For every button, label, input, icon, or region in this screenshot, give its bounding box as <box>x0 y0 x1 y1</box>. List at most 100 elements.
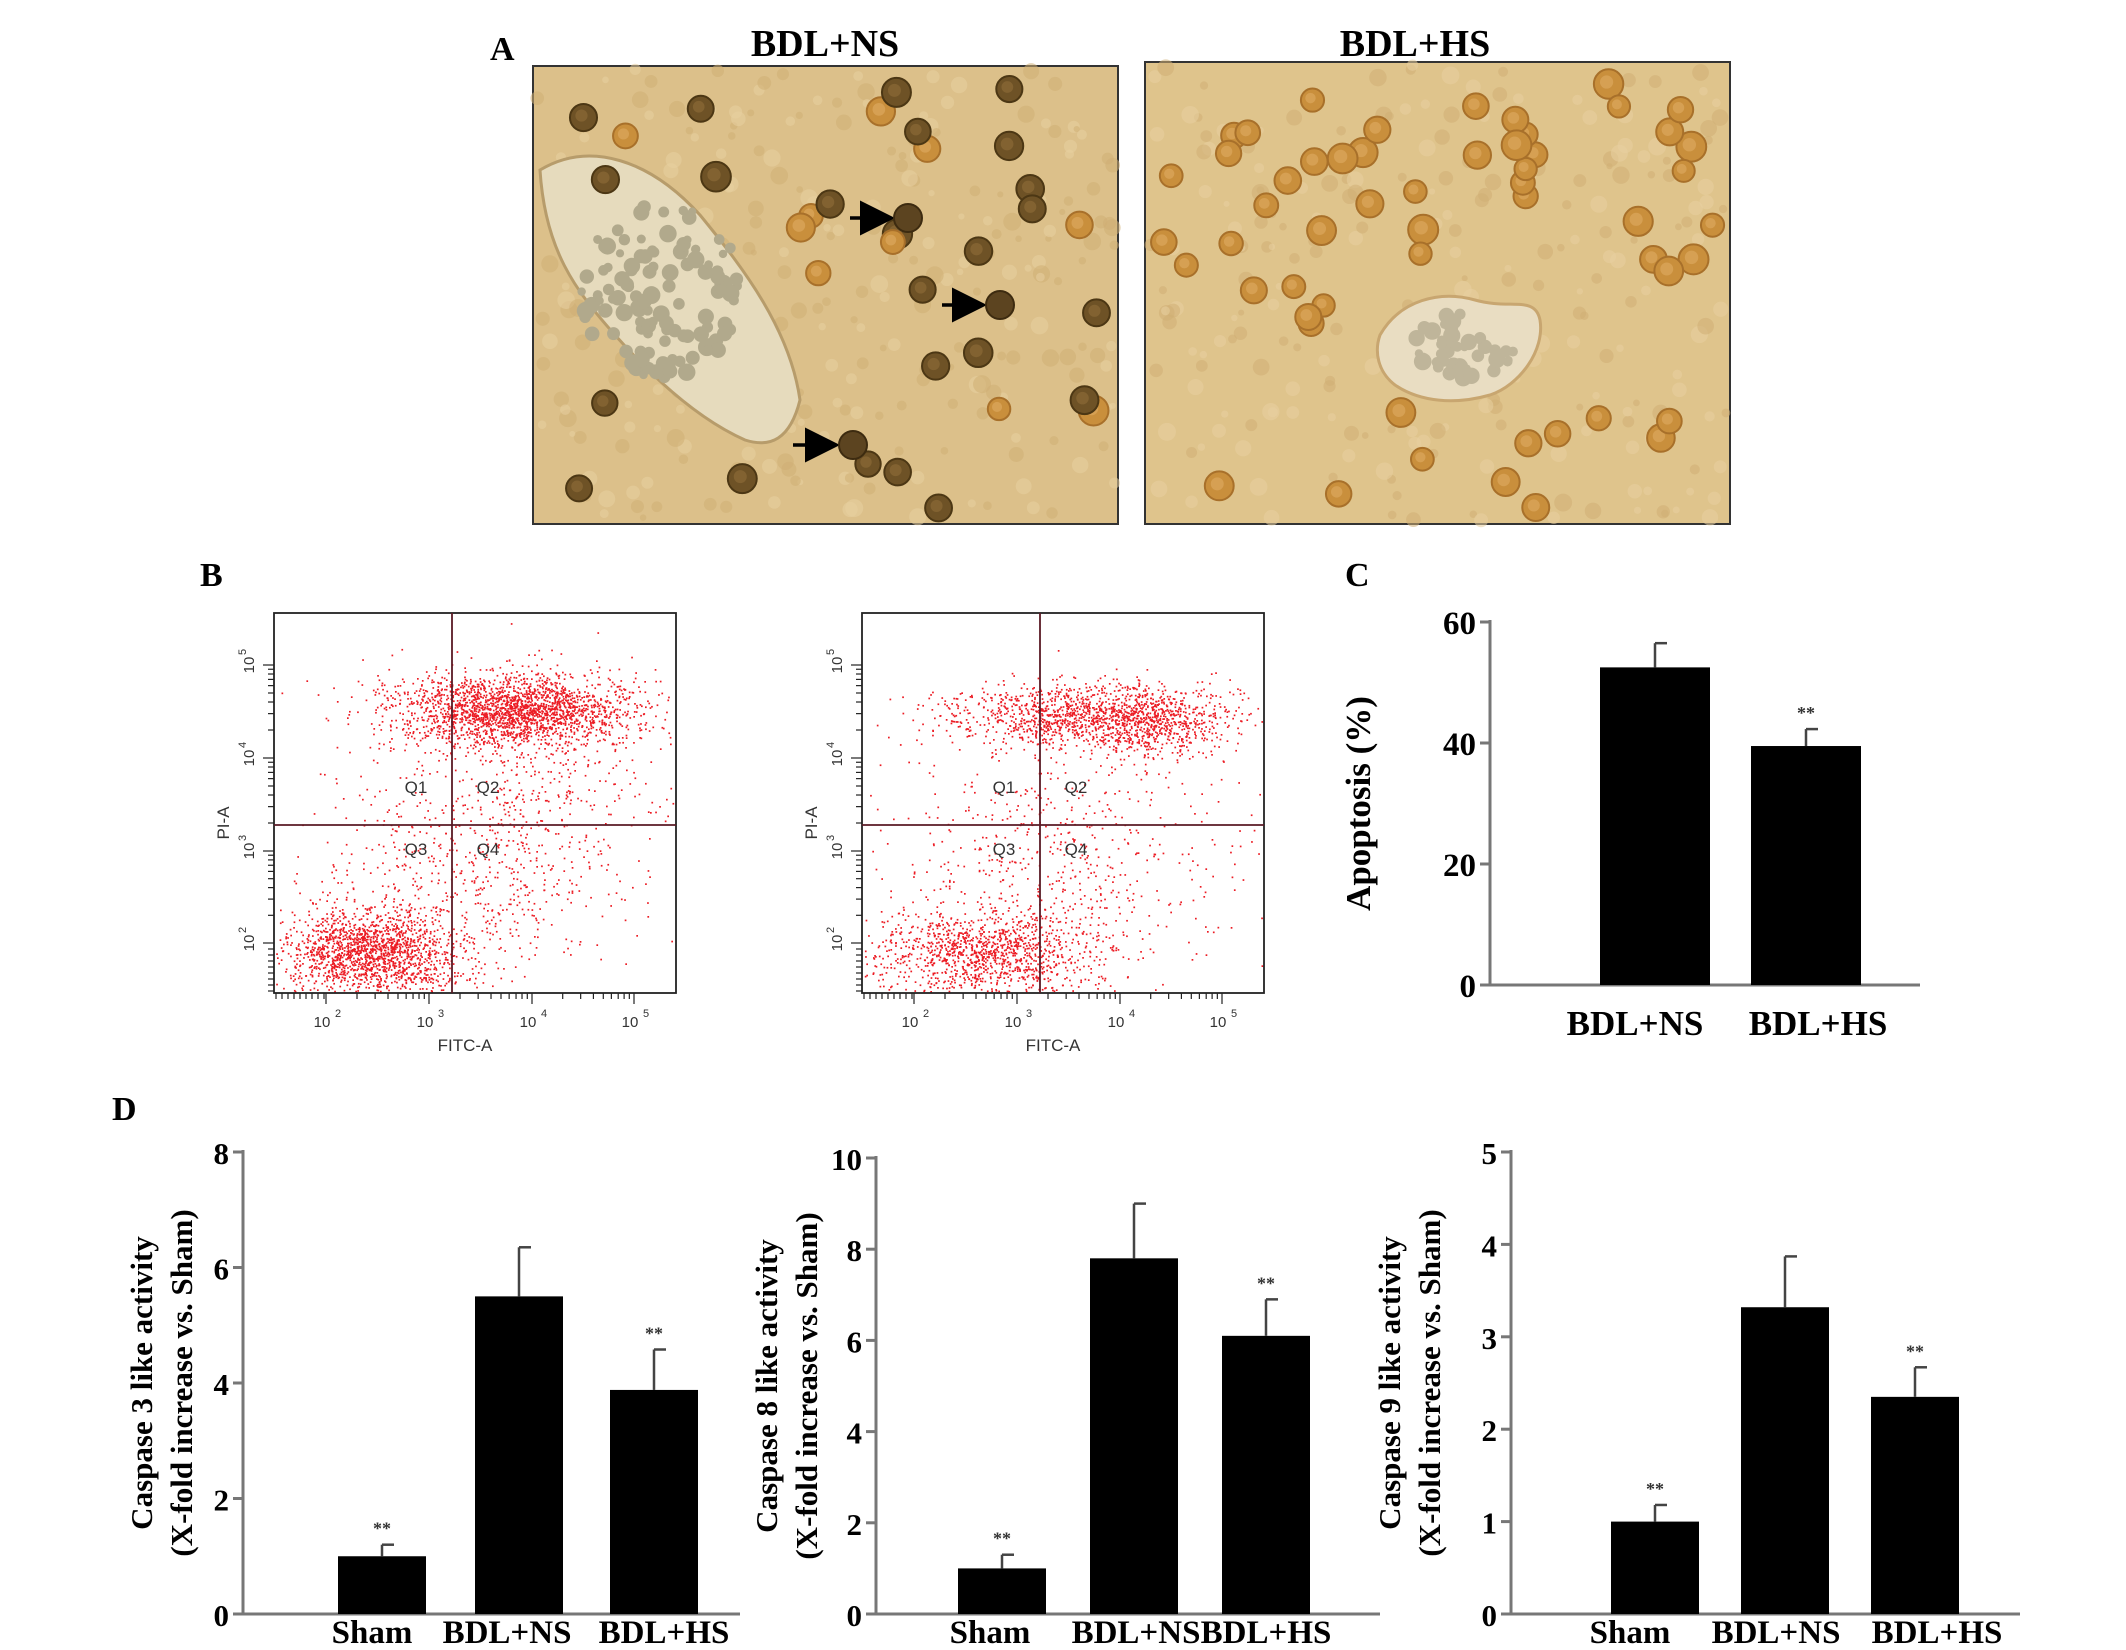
tissue-speckle <box>1016 478 1032 494</box>
tissue-speckle <box>777 68 789 80</box>
bar-bdl-hs <box>1222 1336 1310 1614</box>
y-tick-label: 20 <box>1443 848 1476 884</box>
tissue-speckle <box>1657 505 1670 518</box>
tissue-speckle <box>1149 364 1163 378</box>
tissue-speckle <box>1714 460 1727 473</box>
nucleolus <box>822 196 834 208</box>
tissue-speckle <box>1449 224 1462 237</box>
nucleolus <box>873 103 886 116</box>
blood-cell <box>686 351 700 365</box>
tissue-speckle <box>887 147 896 156</box>
tissue-speckle <box>1688 201 1703 216</box>
tissue-speckle <box>579 132 589 142</box>
tissue-speckle <box>536 312 550 326</box>
blood-cell <box>616 304 633 321</box>
tissue-speckle <box>654 425 661 432</box>
y-tick-label: 103 <box>825 835 846 859</box>
nucleolus <box>1305 93 1315 103</box>
nucleolus <box>618 128 629 139</box>
nucleolus <box>1240 125 1251 136</box>
nucleolus <box>1600 75 1613 88</box>
tissue-speckle <box>825 359 838 372</box>
y-tick-label: 8 <box>214 1136 230 1171</box>
y-tick-label: 0 <box>1482 1598 1498 1633</box>
tissue-speckle <box>1590 196 1607 213</box>
quadrant-label-q3: Q3 <box>993 840 1016 859</box>
y-tick-label: 105 <box>237 649 258 673</box>
tissue-speckle <box>1188 379 1204 395</box>
tissue-speckle <box>1157 59 1174 76</box>
tissue-speckle <box>1224 201 1230 207</box>
blood-cell <box>1408 330 1424 346</box>
tissue-speckle <box>1537 244 1553 260</box>
bar-sham <box>958 1568 1046 1614</box>
tissue-speckle <box>1200 351 1208 359</box>
nucleolus <box>707 168 720 181</box>
tissue-speckle <box>1675 223 1682 230</box>
bar-bdl-ns <box>475 1296 563 1614</box>
tissue-speckle <box>542 333 558 349</box>
nucleolus <box>970 243 982 255</box>
blood-cell <box>703 345 713 355</box>
tissue-speckle <box>941 96 954 109</box>
tissue-speckle <box>1078 343 1087 352</box>
tissue-speckle <box>754 145 765 156</box>
tissue-speckle <box>968 499 976 507</box>
tissue-speckle <box>653 384 664 395</box>
tissue-speckle <box>1533 280 1544 291</box>
plot-frame <box>274 613 676 993</box>
stained-nucleus <box>986 291 1014 319</box>
nucleolus <box>1519 162 1529 172</box>
blood-cell <box>1472 349 1485 362</box>
category-label: Sham <box>950 1615 1031 1645</box>
tissue-speckle <box>624 421 635 432</box>
tissue-speckle <box>530 91 544 105</box>
tissue-speckle <box>796 112 803 119</box>
tissue-speckle <box>997 191 1003 197</box>
tissue-speckle <box>1042 349 1059 366</box>
tissue-speckle <box>927 70 940 83</box>
tissue-speckle <box>1254 163 1264 173</box>
tissue-speckle <box>870 275 888 293</box>
tissue-speckle <box>1106 341 1116 351</box>
tissue-speckle <box>1450 247 1461 258</box>
tissue-speckle <box>1478 398 1493 413</box>
blood-cell <box>601 307 610 316</box>
tissue-speckle <box>1286 110 1302 126</box>
tissue-speckle <box>813 96 823 106</box>
nucleolus <box>811 266 822 277</box>
tissue-speckle <box>1554 494 1572 512</box>
tissue-speckle <box>1504 265 1511 272</box>
blood-cell <box>641 325 651 335</box>
tissue-speckle <box>1573 306 1586 319</box>
tissue-speckle <box>1031 317 1049 335</box>
tissue-speckle <box>1400 103 1411 114</box>
tissue-speckle <box>1159 286 1167 294</box>
tissue-speckle <box>1622 416 1634 428</box>
y-tick-label: 4 <box>847 1416 863 1451</box>
panel-letter-c: C <box>1345 557 1370 594</box>
tissue-speckle <box>1721 408 1730 417</box>
tissue-speckle <box>1702 509 1718 525</box>
tissue-speckle <box>1698 179 1714 195</box>
blood-cell <box>687 251 704 268</box>
y-axis-label: Apoptosis (%) <box>1339 696 1378 911</box>
blood-cell <box>714 234 725 245</box>
tissue-speckle <box>1054 277 1062 285</box>
tissue-speckle <box>704 498 717 511</box>
tissue-speckle <box>1416 435 1430 449</box>
tissue-speckle <box>1690 464 1700 474</box>
blood-cell <box>608 294 618 304</box>
blood-cell <box>614 271 629 286</box>
category-label: BDL+NS <box>1072 1615 1201 1645</box>
tissue-speckle <box>1672 370 1682 380</box>
tissue-speckle <box>1572 95 1582 105</box>
tissue-speckle <box>631 500 644 513</box>
tissue-speckle <box>1673 507 1680 514</box>
nucleolus <box>1705 218 1715 228</box>
nucleolus <box>1662 124 1674 136</box>
